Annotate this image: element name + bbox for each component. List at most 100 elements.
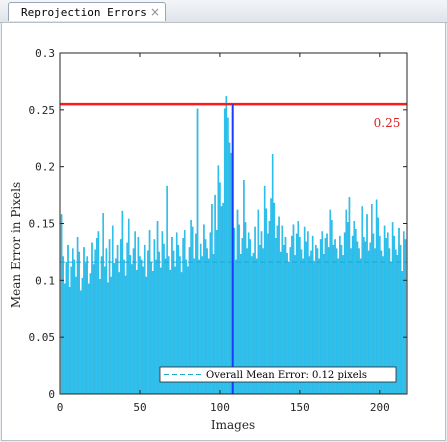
bar[interactable] — [105, 248, 108, 395]
bar[interactable] — [147, 250, 149, 395]
bar[interactable] — [70, 266, 72, 395]
tab-reprojection-errors[interactable]: Reprojection Errors × — [8, 2, 166, 21]
y-tick-label: 0.1 — [35, 274, 55, 287]
bar[interactable] — [142, 266, 144, 395]
bar[interactable] — [84, 263, 87, 395]
bar[interactable] — [118, 272, 120, 395]
bar[interactable] — [361, 206, 364, 395]
bar[interactable] — [217, 165, 220, 395]
bar[interactable] — [140, 259, 143, 395]
bar[interactable] — [403, 231, 405, 395]
bar[interactable] — [87, 283, 90, 395]
bar[interactable] — [151, 271, 154, 395]
bar[interactable] — [150, 261, 152, 395]
bar[interactable] — [75, 276, 77, 395]
bar[interactable] — [132, 248, 135, 395]
bar[interactable] — [134, 231, 136, 395]
bar[interactable] — [399, 244, 402, 395]
bar[interactable] — [211, 204, 213, 395]
bar[interactable] — [196, 108, 199, 395]
bar[interactable] — [257, 209, 260, 395]
bar[interactable] — [401, 271, 403, 395]
bar[interactable] — [72, 248, 74, 395]
bar[interactable] — [214, 194, 216, 395]
bar[interactable] — [86, 256, 88, 395]
bar[interactable] — [99, 279, 101, 395]
bar[interactable] — [124, 275, 127, 395]
bar[interactable] — [91, 242, 93, 395]
bar[interactable] — [348, 197, 351, 395]
bar[interactable] — [153, 239, 156, 395]
bar[interactable] — [102, 213, 104, 395]
bar[interactable] — [156, 221, 159, 395]
bar[interactable] — [81, 277, 84, 395]
bar[interactable] — [65, 261, 68, 395]
bar[interactable] — [126, 242, 128, 395]
bar[interactable] — [123, 259, 125, 395]
bar[interactable] — [273, 202, 276, 395]
bar[interactable] — [95, 238, 98, 395]
bar[interactable] — [227, 117, 229, 395]
bar[interactable] — [155, 259, 157, 395]
close-icon[interactable]: × — [150, 5, 161, 19]
bar[interactable] — [166, 185, 168, 395]
bar[interactable] — [145, 276, 148, 395]
bar[interactable] — [263, 185, 266, 395]
bar[interactable] — [345, 209, 348, 395]
bar[interactable] — [76, 236, 79, 395]
bar[interactable] — [97, 231, 100, 395]
bar[interactable] — [396, 255, 399, 395]
bar[interactable] — [111, 225, 114, 395]
x-tick-label: 150 — [290, 401, 310, 414]
bar[interactable] — [222, 202, 224, 395]
bar[interactable] — [78, 251, 80, 395]
bar[interactable] — [228, 142, 231, 395]
bar[interactable] — [92, 264, 95, 395]
y-axis-ticks: 0 0.05 0.1 0.15 0.2 0.25 0.3 — [29, 47, 407, 401]
bar[interactable] — [94, 249, 96, 395]
bar[interactable] — [137, 236, 140, 395]
bar[interactable] — [230, 152, 232, 395]
bar[interactable] — [135, 269, 138, 395]
bar[interactable] — [100, 256, 103, 395]
bar[interactable] — [148, 230, 151, 395]
bar[interactable] — [139, 256, 141, 395]
bar[interactable] — [271, 154, 274, 395]
bar[interactable] — [265, 208, 268, 395]
bar[interactable] — [398, 227, 400, 395]
bar[interactable] — [371, 204, 373, 395]
bar[interactable] — [89, 273, 92, 395]
bar[interactable] — [225, 96, 228, 395]
bar[interactable] — [113, 263, 116, 395]
bar[interactable] — [236, 209, 239, 395]
bar[interactable] — [103, 266, 106, 395]
bar[interactable] — [219, 182, 221, 395]
bar[interactable] — [110, 276, 112, 395]
bar[interactable] — [80, 290, 82, 395]
bar[interactable] — [116, 244, 119, 395]
bar[interactable] — [121, 210, 124, 395]
bar[interactable] — [158, 251, 160, 395]
bar[interactable] — [107, 282, 109, 395]
bar[interactable] — [375, 199, 378, 395]
bar[interactable] — [73, 259, 76, 395]
bar[interactable] — [115, 258, 117, 395]
x-tick-label: 0 — [57, 401, 64, 414]
bar[interactable] — [60, 214, 63, 395]
bar[interactable] — [83, 247, 85, 395]
y-axis-label: Mean Error in Pixels — [9, 182, 23, 308]
bar[interactable] — [329, 209, 332, 395]
bar[interactable] — [68, 286, 71, 395]
bar[interactable] — [243, 180, 245, 395]
bar[interactable] — [64, 283, 66, 395]
bar[interactable] — [270, 198, 272, 395]
bar[interactable] — [220, 206, 223, 395]
bar[interactable] — [127, 218, 130, 395]
bar[interactable] — [223, 108, 226, 395]
bar[interactable] — [131, 264, 133, 395]
bar[interactable] — [143, 244, 146, 395]
threshold-value-label: 0.25 — [374, 116, 401, 130]
bar[interactable] — [129, 255, 132, 395]
bar[interactable] — [67, 244, 69, 395]
bar[interactable] — [62, 256, 64, 395]
